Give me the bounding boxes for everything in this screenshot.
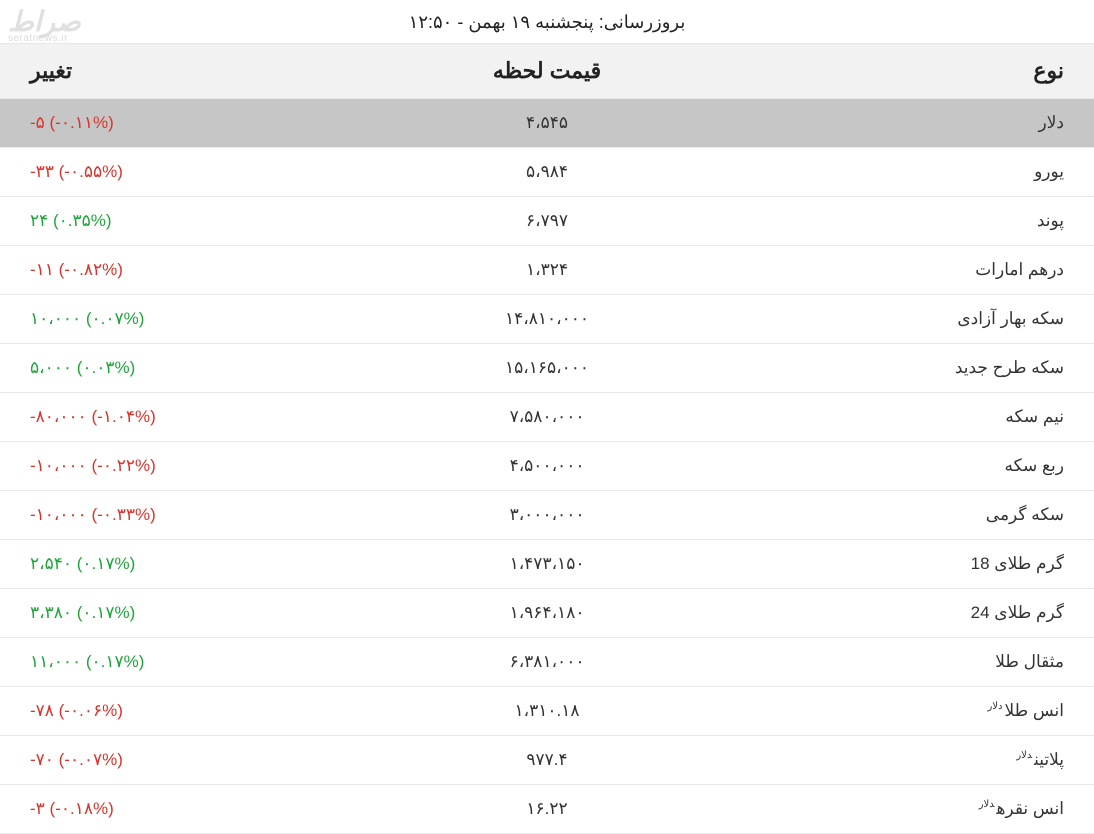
cell-change: ۲،۵۴۰ (۰.۱۷%): [0, 540, 365, 589]
type-label: گرم طلای 18: [971, 554, 1064, 573]
cell-price: ۱،۴۷۳،۱۵۰: [365, 540, 730, 589]
cell-type: ربع سکه: [729, 442, 1094, 491]
type-label: دلار: [1039, 113, 1064, 132]
cell-type: سکه گرمی: [729, 491, 1094, 540]
header-price: قیمت لحظه: [365, 44, 730, 99]
table-row: یورو ۵،۹۸۴-۳۳ (-۰.۵۵%): [0, 148, 1094, 197]
cell-change: -۸۰،۰۰۰ (-۱.۰۴%): [0, 393, 365, 442]
type-label: انس طلا: [1004, 701, 1064, 720]
type-label: ربع سکه: [1005, 456, 1064, 475]
usd-superscript: دلار: [1016, 750, 1032, 761]
cell-type: درهم امارات: [729, 246, 1094, 295]
cell-price: ۱،۳۲۴: [365, 246, 730, 295]
cell-change: ۱۰،۰۰۰ (۰.۰۷%): [0, 295, 365, 344]
cell-price: ۳،۰۰۰،۰۰۰: [365, 491, 730, 540]
type-label: یورو: [1034, 162, 1064, 181]
table-row: درهم امارات ۱،۳۲۴-۱۱ (-۰.۸۲%): [0, 246, 1094, 295]
cell-price: ۴،۵۴۵: [365, 99, 730, 148]
cell-type: سکه طرح جدید: [729, 344, 1094, 393]
table-row: گرم طلای 24 ۱،۹۶۴،۱۸۰۳،۳۸۰ (۰.۱۷%): [0, 589, 1094, 638]
cell-price: ۱۵،۱۶۵،۰۰۰: [365, 344, 730, 393]
type-label: سکه گرمی: [986, 505, 1064, 524]
cell-change: ۳،۳۸۰ (۰.۱۷%): [0, 589, 365, 638]
cell-price: ۵،۹۸۴: [365, 148, 730, 197]
cell-type: دلار: [729, 99, 1094, 148]
cell-price: ۹۷۷.۴: [365, 736, 730, 785]
table-header-row: نوع قیمت لحظه تغییر: [0, 44, 1094, 99]
table-row: انس طلادلار۱،۳۱۰.۱۸-۷۸ (-۰.۰۶%): [0, 687, 1094, 736]
table-body: دلار ۴،۵۴۵-۵ (-۰.۱۱%) یورو ۵،۹۸۴-۳۳ (-۰.۵۵%…: [0, 99, 1094, 834]
type-label: مثقال طلا: [995, 652, 1064, 671]
type-label: انس نقره: [996, 799, 1064, 818]
header-change: تغییر: [0, 44, 365, 99]
table-row: سکه طرح جدید ۱۵،۱۶۵،۰۰۰۵،۰۰۰ (۰.۰۳%): [0, 344, 1094, 393]
table-row: نیم سکه ۷،۵۸۰،۰۰۰-۸۰،۰۰۰ (-۱.۰۴%): [0, 393, 1094, 442]
cell-change: -۷۸ (-۰.۰۶%): [0, 687, 365, 736]
table-row: دلار ۴،۵۴۵-۵ (-۰.۱۱%): [0, 99, 1094, 148]
cell-type: گرم طلای 24: [729, 589, 1094, 638]
type-label: پلاتین: [1034, 750, 1064, 769]
cell-price: ۱،۳۱۰.۱۸: [365, 687, 730, 736]
table-row: انس نقرهدلار۱۶.۲۲-۳ (-۰.۱۸%): [0, 785, 1094, 834]
cell-change: -۷۰ (-۰.۰۷%): [0, 736, 365, 785]
cell-change: -۱۰،۰۰۰ (-۰.۲۲%): [0, 442, 365, 491]
table-row: سکه بهار آزادی ۱۴،۸۱۰،۰۰۰۱۰،۰۰۰ (۰.۰۷%): [0, 295, 1094, 344]
cell-price: ۶،۳۸۱،۰۰۰: [365, 638, 730, 687]
type-label: گرم طلای 24: [971, 603, 1064, 622]
cell-price: ۴،۵۰۰،۰۰۰: [365, 442, 730, 491]
type-label: سکه طرح جدید: [955, 358, 1064, 377]
usd-superscript: دلار: [979, 799, 995, 810]
update-timestamp: بروزرسانی: پنجشنبه ۱۹ بهمن - ۱۲:۵۰: [0, 0, 1094, 43]
cell-price: ۱۴،۸۱۰،۰۰۰: [365, 295, 730, 344]
cell-price: ۱۶.۲۲: [365, 785, 730, 834]
cell-change: -۱۰،۰۰۰ (-۰.۳۳%): [0, 491, 365, 540]
cell-type: مثقال طلا: [729, 638, 1094, 687]
cell-type: یورو: [729, 148, 1094, 197]
cell-type: پلاتیندلار: [729, 736, 1094, 785]
type-label: نیم سکه: [1005, 407, 1064, 426]
table-row: پوند ۶،۷۹۷۲۴ (۰.۳۵%): [0, 197, 1094, 246]
table-row: ربع سکه ۴،۵۰۰،۰۰۰-۱۰،۰۰۰ (-۰.۲۲%): [0, 442, 1094, 491]
cell-change: -۳ (-۰.۱۸%): [0, 785, 365, 834]
cell-change: ۲۴ (۰.۳۵%): [0, 197, 365, 246]
type-label: درهم امارات: [975, 260, 1064, 279]
cell-type: نیم سکه: [729, 393, 1094, 442]
table-row: مثقال طلا ۶،۳۸۱،۰۰۰۱۱،۰۰۰ (۰.۱۷%): [0, 638, 1094, 687]
table-row: پلاتیندلار۹۷۷.۴-۷۰ (-۰.۰۷%): [0, 736, 1094, 785]
table-row: گرم طلای 18 ۱،۴۷۳،۱۵۰۲،۵۴۰ (۰.۱۷%): [0, 540, 1094, 589]
cell-price: ۱،۹۶۴،۱۸۰: [365, 589, 730, 638]
cell-type: گرم طلای 18: [729, 540, 1094, 589]
cell-change: -۳۳ (-۰.۵۵%): [0, 148, 365, 197]
cell-type: انس نقرهدلار: [729, 785, 1094, 834]
header-type: نوع: [729, 44, 1094, 99]
cell-type: سکه بهار آزادی: [729, 295, 1094, 344]
cell-price: ۶،۷۹۷: [365, 197, 730, 246]
table-row: سکه گرمی ۳،۰۰۰،۰۰۰-۱۰،۰۰۰ (-۰.۳۳%): [0, 491, 1094, 540]
type-label: سکه بهار آزادی: [957, 309, 1064, 328]
cell-change: -۵ (-۰.۱۱%): [0, 99, 365, 148]
price-table: نوع قیمت لحظه تغییر دلار ۴،۵۴۵-۵ (-۰.۱۱%)…: [0, 43, 1094, 834]
cell-change: -۱۱ (-۰.۸۲%): [0, 246, 365, 295]
cell-type: پوند: [729, 197, 1094, 246]
cell-change: ۱۱،۰۰۰ (۰.۱۷%): [0, 638, 365, 687]
usd-superscript: دلار: [987, 701, 1002, 712]
cell-type: انس طلادلار: [729, 687, 1094, 736]
cell-price: ۷،۵۸۰،۰۰۰: [365, 393, 730, 442]
type-label: پوند: [1037, 211, 1064, 230]
cell-change: ۵،۰۰۰ (۰.۰۳%): [0, 344, 365, 393]
